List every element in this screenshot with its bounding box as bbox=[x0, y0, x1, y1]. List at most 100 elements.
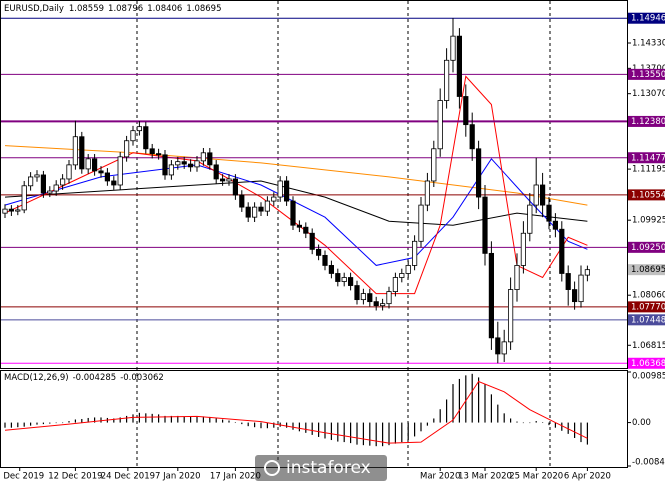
macd-bar bbox=[510, 418, 512, 423]
macd-bar bbox=[241, 422, 243, 425]
candle-body bbox=[111, 180, 117, 186]
candle-body bbox=[322, 254, 328, 266]
candle-body bbox=[245, 206, 251, 218]
candle-body bbox=[34, 174, 40, 178]
low-value: 1.08406 bbox=[147, 4, 182, 14]
candle-body bbox=[546, 204, 552, 222]
watermark-bg bbox=[255, 455, 387, 481]
candle-body bbox=[258, 206, 264, 212]
candle-body bbox=[584, 269, 591, 276]
macd-bar bbox=[190, 416, 192, 423]
candle-body bbox=[98, 170, 104, 174]
y-tick-label: 1.14330 bbox=[632, 38, 665, 48]
macd-bar bbox=[433, 418, 435, 423]
macd-bar bbox=[375, 422, 377, 447]
candle-body bbox=[213, 164, 219, 180]
candle-body bbox=[40, 174, 47, 194]
macd-bar bbox=[68, 421, 70, 423]
level-tag bbox=[628, 357, 665, 369]
candle-body bbox=[565, 273, 571, 290]
macd-panel bbox=[4, 373, 588, 447]
macd-bar bbox=[4, 422, 6, 428]
macd-bar bbox=[183, 416, 185, 423]
price-label: 1.08695 bbox=[631, 265, 665, 275]
candle-body bbox=[450, 35, 456, 61]
macd-bar bbox=[81, 418, 83, 423]
macd-bar bbox=[465, 375, 467, 423]
candle-body bbox=[219, 178, 226, 182]
macd-bar bbox=[10, 422, 12, 428]
macd-bar bbox=[87, 417, 89, 423]
candle-body bbox=[514, 265, 520, 290]
candle-body bbox=[85, 158, 91, 170]
level-label: 1.14946 bbox=[631, 14, 665, 24]
candle-body bbox=[559, 228, 565, 274]
macd-bar bbox=[362, 422, 364, 446]
high-value: 1.08796 bbox=[108, 4, 143, 14]
macd-bar bbox=[407, 422, 409, 441]
macd-bar bbox=[458, 378, 460, 423]
macd-value: -0.004285 bbox=[73, 373, 117, 383]
y-tick-label: 1.13070 bbox=[632, 89, 665, 99]
close-value: 1.08695 bbox=[186, 4, 221, 14]
macd-bar bbox=[30, 422, 32, 426]
macd-bar bbox=[17, 422, 19, 428]
candle-body bbox=[507, 289, 514, 343]
macd-bar bbox=[414, 422, 416, 437]
macd-bar bbox=[260, 422, 262, 429]
candle-body bbox=[21, 185, 27, 211]
watermark: instaforex bbox=[255, 455, 387, 481]
macd-bar bbox=[42, 422, 44, 425]
macd-bar bbox=[100, 417, 102, 423]
y-tick-label: 1.08060 bbox=[632, 291, 665, 301]
candle-body bbox=[501, 341, 507, 355]
level-tag bbox=[628, 115, 665, 127]
level-label: 1.12380 bbox=[631, 117, 665, 127]
level-label: 1.10554 bbox=[631, 190, 665, 200]
candle-body bbox=[469, 124, 475, 150]
macd-title: MACD(12,26,9) bbox=[4, 373, 69, 383]
watermark-logo bbox=[264, 460, 280, 476]
candle-body bbox=[418, 204, 424, 242]
y-tick-label: 1.09925 bbox=[632, 216, 665, 226]
chart-header: EURUSD,Daily 1.08559 1.08796 1.08406 1.08695 bbox=[4, 4, 222, 14]
macd-bar bbox=[62, 422, 64, 424]
macd-bar bbox=[298, 422, 300, 432]
macd-bar bbox=[23, 422, 25, 427]
macd-bar bbox=[471, 373, 473, 423]
candle-body bbox=[239, 194, 245, 208]
y-tick-label: 0.009853 bbox=[632, 372, 665, 382]
candle-body bbox=[392, 277, 399, 292]
candle-body bbox=[181, 161, 187, 165]
level-label: 1.06368 bbox=[631, 359, 665, 369]
candle-body bbox=[66, 164, 72, 180]
macd-bar bbox=[382, 422, 384, 447]
candle-body bbox=[277, 180, 283, 198]
macd-bar bbox=[567, 422, 569, 434]
candle-body bbox=[143, 126, 149, 150]
candle-body bbox=[124, 140, 130, 158]
macd-bar bbox=[209, 416, 211, 423]
macd-bar bbox=[36, 422, 38, 425]
macd-bar bbox=[126, 415, 128, 423]
level-label: 1.07770 bbox=[631, 302, 665, 312]
macd-bar bbox=[337, 422, 339, 442]
y-tick-label: 1.11195 bbox=[632, 165, 665, 175]
macd-bar bbox=[420, 422, 422, 432]
macd-bar bbox=[586, 422, 588, 445]
macd-bar bbox=[247, 422, 249, 427]
level-label: 1.07448 bbox=[631, 315, 665, 325]
macd-bar bbox=[113, 418, 115, 423]
candle-body bbox=[130, 130, 136, 142]
candle-body bbox=[578, 274, 584, 303]
candle-body bbox=[162, 154, 168, 176]
candle-body bbox=[194, 160, 200, 168]
signal-line bbox=[4, 380, 588, 444]
macd-bar bbox=[478, 377, 480, 423]
level-label: 1.13550 bbox=[631, 70, 665, 80]
candle-body bbox=[315, 248, 322, 256]
macd-bar bbox=[401, 422, 403, 443]
level-tag bbox=[628, 301, 665, 313]
y-tick-label: 1.13700 bbox=[632, 64, 665, 74]
